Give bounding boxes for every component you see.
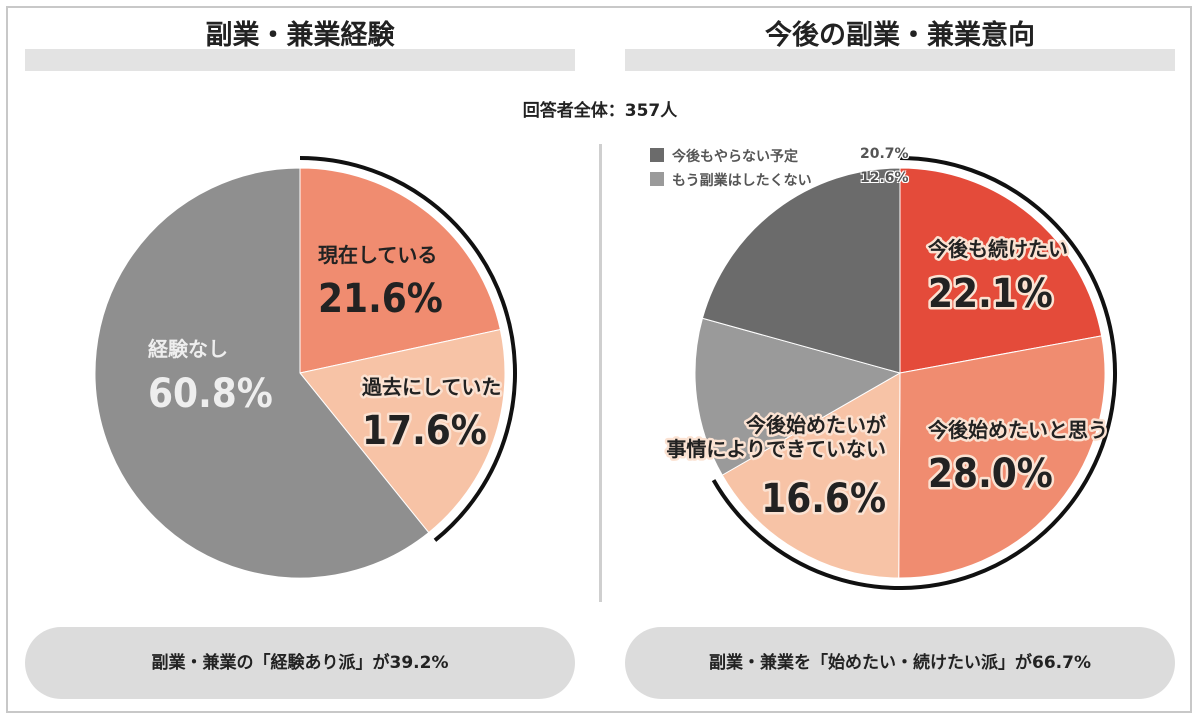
- right-chart-title: 今後の副業・兼業意向: [765, 20, 1035, 51]
- slice-value: 28.0%: [928, 451, 1053, 497]
- slice-value: 21.6%: [318, 276, 443, 322]
- pie-slice: [721, 372, 901, 579]
- right-summary-pill: 副業・兼業を「始めたい・続けたい派」が66.7%: [625, 627, 1175, 699]
- legend-swatch: [650, 148, 664, 162]
- slice-value: 60.8%: [148, 371, 273, 417]
- pie-slice: [899, 167, 1103, 374]
- pie-slice: [898, 335, 1106, 579]
- pie-slice: [694, 317, 902, 476]
- pie-slice: [701, 167, 901, 374]
- left-title-underline: [25, 49, 575, 71]
- left-chart-title: 副業・兼業経験: [205, 20, 395, 51]
- pie-slice: [299, 167, 501, 374]
- pie-slice: [299, 328, 506, 534]
- right-title-underline: [625, 49, 1175, 71]
- slice-value: 17.6%: [362, 408, 487, 454]
- left-summary-pill: 副業・兼業の「経験あり派」が39.2%: [25, 627, 575, 699]
- slice-value: 16.6%: [761, 476, 886, 522]
- legend-item-no-plan: 今後もやらない予定 20.7%: [650, 146, 920, 165]
- panel-divider: [599, 144, 602, 602]
- legend-value: 12.6%: [860, 170, 909, 186]
- slice-label: 経験なし: [148, 337, 228, 361]
- legend-item-no-more: もう副業はしたくない 12.6%: [650, 170, 920, 189]
- legend-swatch: [650, 172, 664, 186]
- slice-value: 22.1%: [928, 271, 1053, 317]
- slice-label: 今後も続けたい: [928, 237, 1068, 261]
- legend-value: 20.7%: [860, 146, 909, 162]
- pie-slice: [94, 167, 430, 579]
- slice-label: 今後始めたいと思う: [928, 418, 1108, 442]
- slice-label: 事情によりできていない: [666, 437, 886, 461]
- slice-label: 今後始めたいが: [746, 413, 886, 437]
- slice-label: 過去にしていた: [362, 375, 501, 399]
- legend-label: もう副業はしたくない: [672, 173, 812, 189]
- highlight-arc: [711, 156, 1117, 590]
- legend-label: 今後もやらない予定: [672, 149, 798, 165]
- respondents-count: 回答者全体：357人: [522, 101, 678, 121]
- slice-label: 現在している: [318, 243, 437, 267]
- highlight-arc: [299, 156, 517, 542]
